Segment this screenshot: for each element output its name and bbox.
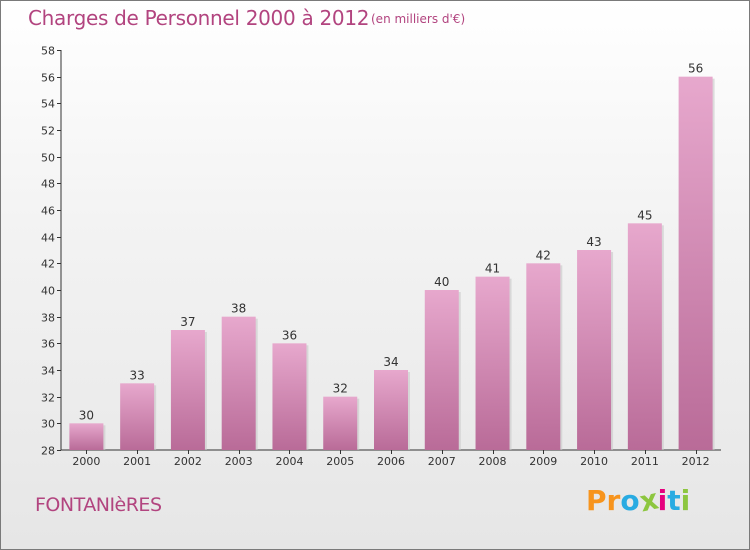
bar xyxy=(170,330,205,450)
x-tick-label: 2008 xyxy=(479,455,507,468)
data-label: 34 xyxy=(383,355,398,369)
data-label: 56 xyxy=(688,62,703,76)
data-label: 41 xyxy=(485,262,500,276)
logo-letter: r xyxy=(606,484,621,517)
y-tick-label: 32 xyxy=(41,392,55,405)
data-label: 38 xyxy=(231,302,246,316)
x-tick-label: 2010 xyxy=(580,455,608,468)
y-tick-label: 54 xyxy=(41,98,55,111)
x-tick-label: 2003 xyxy=(225,455,253,468)
x-tick-label: 2007 xyxy=(428,455,456,468)
data-label: 40 xyxy=(434,275,449,289)
logo-letter: i xyxy=(657,484,668,517)
y-tick-label: 58 xyxy=(41,45,55,58)
data-label: 45 xyxy=(637,208,652,222)
x-tick-label: 2005 xyxy=(326,455,354,468)
bar xyxy=(374,370,408,450)
unit-note: (en milliers d'€) xyxy=(371,12,466,26)
y-tick-label: 40 xyxy=(41,285,55,298)
data-label: 42 xyxy=(536,248,551,262)
bar xyxy=(120,383,155,450)
chart-title: Charges de Personnel 2000 à 2012 xyxy=(28,6,370,30)
data-labels: 30 33 37 38 36 32 34 40 41 42 43 45 56 xyxy=(79,62,704,423)
y-tick-label: 44 xyxy=(41,232,55,245)
y-tick-label: 28 xyxy=(41,445,55,458)
y-tick-label: 36 xyxy=(41,338,55,351)
y-tick-label: 30 xyxy=(41,418,55,431)
bar xyxy=(678,76,713,451)
x-tick-label: 2011 xyxy=(631,455,659,468)
y-tick-label: 46 xyxy=(41,205,55,218)
bar xyxy=(577,250,612,450)
y-tick-label: 48 xyxy=(41,178,55,191)
logo-letter: i xyxy=(680,484,691,517)
data-label: 33 xyxy=(130,368,145,382)
data-label: 43 xyxy=(586,235,601,249)
x-tick-label: 2006 xyxy=(377,455,405,468)
logo-letter: P xyxy=(586,484,607,517)
bar xyxy=(627,223,662,450)
y-tick-label: 42 xyxy=(41,258,55,271)
bar xyxy=(424,290,459,450)
x-tick-label: 2001 xyxy=(123,455,151,468)
y-tick-label: 56 xyxy=(41,72,55,85)
bars xyxy=(69,76,715,451)
data-label: 32 xyxy=(333,382,348,396)
proxiti-logo[interactable]: Proxiti xyxy=(586,482,691,518)
y-tick-label: 52 xyxy=(41,125,55,138)
x-tick-label: 2012 xyxy=(682,455,710,468)
bar xyxy=(69,423,104,450)
data-label: 36 xyxy=(282,328,297,342)
y-tick-label: 50 xyxy=(41,152,55,165)
x-tick-label: 2002 xyxy=(174,455,202,468)
bar xyxy=(272,343,307,450)
x-tick-label: 2000 xyxy=(72,455,100,468)
bar xyxy=(526,263,561,450)
logo-letter: o xyxy=(620,484,640,517)
data-label: 30 xyxy=(79,408,94,422)
logo-letter: t xyxy=(667,484,681,517)
bar xyxy=(323,396,358,450)
x-tick-label: 2004 xyxy=(275,455,303,468)
y-tick-label: 34 xyxy=(41,365,55,378)
place-name: FONTANIèRES xyxy=(35,494,162,516)
data-label: 37 xyxy=(180,315,195,329)
bar xyxy=(221,316,256,450)
x-tick-label: 2009 xyxy=(529,455,557,468)
bar xyxy=(475,276,510,450)
y-tick-label: 38 xyxy=(41,312,55,325)
